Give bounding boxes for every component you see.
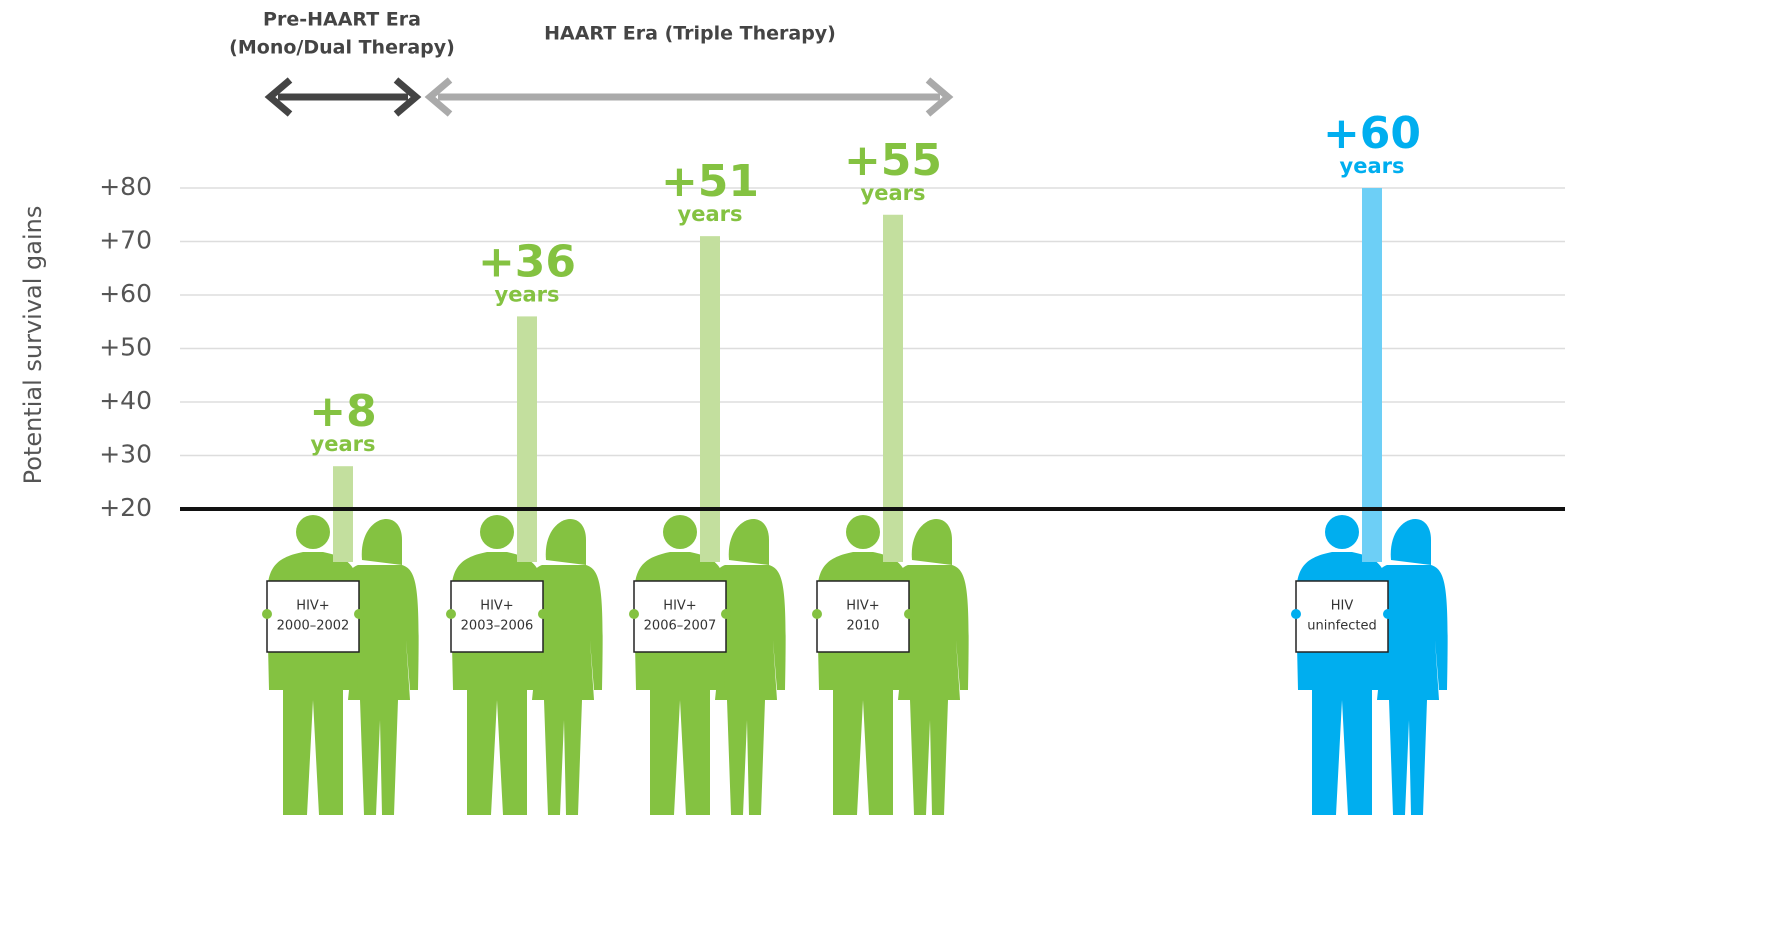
arrow-head bbox=[393, 77, 422, 117]
arrow-head bbox=[424, 77, 453, 117]
hand bbox=[721, 609, 731, 619]
y-axis-label: Potential survival gains bbox=[19, 206, 47, 485]
bar bbox=[700, 236, 720, 562]
category-label: 2003–2006 bbox=[461, 619, 534, 634]
hand bbox=[1383, 609, 1393, 619]
bar bbox=[1362, 188, 1382, 562]
annotation-value: +51 bbox=[661, 156, 759, 207]
sign bbox=[816, 580, 910, 653]
hand bbox=[812, 609, 822, 619]
era-label: (Mono/Dual Therapy) bbox=[229, 37, 455, 59]
y-tick-label: +70 bbox=[99, 226, 152, 255]
category-label: HIV+ bbox=[846, 599, 879, 614]
woman-hair bbox=[361, 518, 402, 565]
category-label: HIV bbox=[1331, 599, 1354, 614]
annotation-unit: years bbox=[311, 432, 376, 456]
annotation-unit: years bbox=[495, 282, 560, 306]
annotation-value: +36 bbox=[478, 236, 576, 287]
category-label: 2010 bbox=[846, 619, 879, 634]
hand bbox=[629, 609, 639, 619]
woman-hair bbox=[545, 518, 586, 565]
category-label: 2000–2002 bbox=[277, 619, 350, 634]
category-label: 2006–2007 bbox=[644, 619, 717, 634]
y-tick-label: +60 bbox=[99, 279, 152, 308]
annotation-unit: years bbox=[678, 202, 743, 226]
era-arrows bbox=[264, 77, 954, 117]
woman-hair bbox=[911, 518, 952, 565]
hand bbox=[538, 609, 548, 619]
woman-hair bbox=[728, 518, 769, 565]
woman-hair bbox=[1390, 518, 1431, 565]
category-label: uninfected bbox=[1307, 619, 1376, 634]
bar bbox=[333, 466, 353, 562]
sign bbox=[450, 580, 544, 653]
hand bbox=[1291, 609, 1301, 619]
era-label: Pre-HAART Era bbox=[263, 9, 421, 31]
y-tick-label: +80 bbox=[99, 172, 152, 201]
sign bbox=[633, 580, 727, 653]
hand bbox=[904, 609, 914, 619]
annotation-value: +55 bbox=[844, 135, 942, 186]
y-tick-label: +50 bbox=[99, 333, 152, 362]
y-tick-label: +20 bbox=[99, 493, 152, 522]
man-head bbox=[296, 515, 330, 549]
man-head bbox=[846, 515, 880, 549]
category-label: HIV+ bbox=[663, 599, 696, 614]
era-label: HAART Era (Triple Therapy) bbox=[544, 23, 836, 45]
bar bbox=[883, 214, 903, 562]
man-head bbox=[480, 515, 514, 549]
arrow-head bbox=[264, 77, 293, 117]
y-tick-label: +40 bbox=[99, 386, 152, 415]
sign bbox=[1295, 580, 1389, 653]
bar bbox=[517, 316, 537, 562]
annotation-value: +8 bbox=[309, 386, 376, 437]
sign bbox=[266, 580, 360, 653]
man-head bbox=[663, 515, 697, 549]
hand bbox=[354, 609, 364, 619]
man-head bbox=[1325, 515, 1359, 549]
hand bbox=[446, 609, 456, 619]
annotation-unit: years bbox=[1340, 154, 1405, 178]
y-tick-label: +30 bbox=[99, 440, 152, 469]
category-label: HIV+ bbox=[296, 599, 329, 614]
hand bbox=[262, 609, 272, 619]
arrow-head bbox=[925, 77, 954, 117]
category-label: HIV+ bbox=[480, 599, 513, 614]
annotation-value: +60 bbox=[1323, 108, 1421, 159]
annotation-unit: years bbox=[861, 181, 926, 205]
